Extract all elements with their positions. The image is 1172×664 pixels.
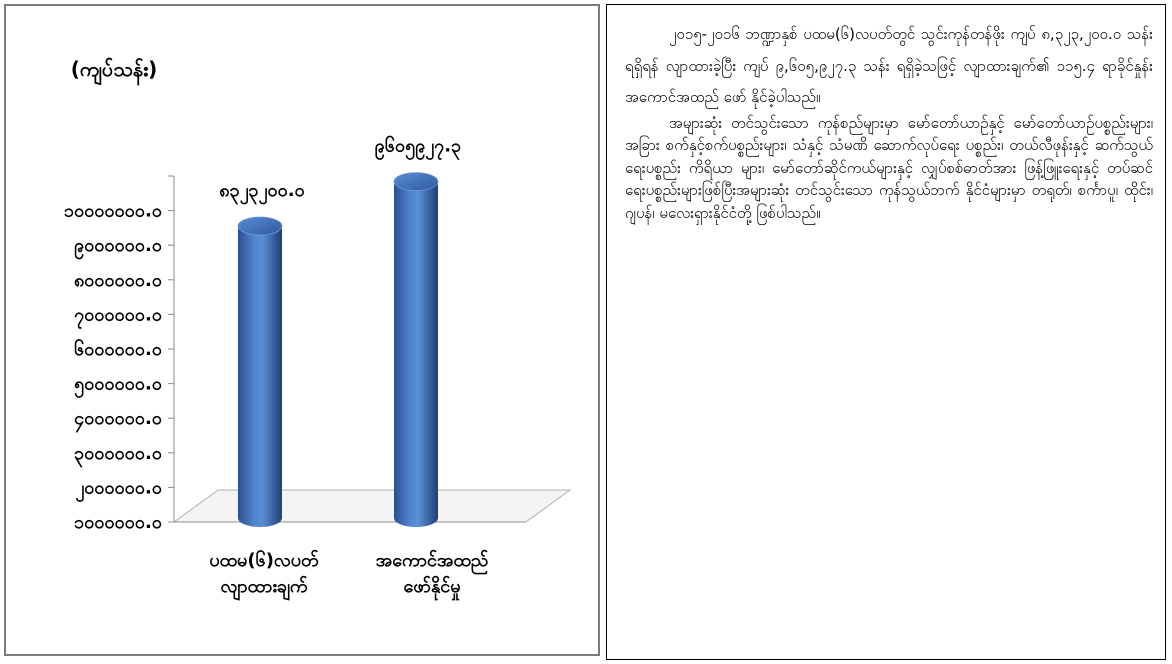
x-category-label: ဖော်နိုင်မှု	[403, 575, 460, 601]
y-tick-label: ၆၀၀၀၀၀၀.၀	[74, 338, 162, 360]
y-tick-label: ၅၀၀၀၀၀၀.၀	[74, 374, 162, 399]
bar-body	[238, 226, 282, 527]
chart-panel: ၁၀၀၀၀၀၀.၀ ၂၀၀၀၀၀၀.၀ ၃၀၀၀၀၀၀.၀ ၄၀၀၀၀၀၀.၀ ၅၀၀၀…	[4, 4, 600, 656]
y-tick-label: ၂၀၀၀၀၀၀.၀	[75, 477, 162, 502]
y-tick-label: ၁၀၀၀၀၀၀၀.၀	[64, 201, 162, 222]
bar	[237, 216, 283, 527]
y-tick-label: ၉၀၀၀၀၀၀.၀	[74, 235, 162, 260]
x-category-label: လျာထားချက်	[220, 575, 307, 601]
bar-top	[237, 216, 283, 236]
y-tick-label: ၇၀၀၀၀၀၀.၀	[74, 304, 162, 329]
chart-floor	[172, 489, 572, 523]
y-unit-label: (ကျပ်သန်း)	[71, 57, 158, 86]
y-tick-label: ၃၀၀၀၀၀၀.၀	[74, 443, 162, 468]
bar-chart: ၁၀၀၀၀၀၀.၀ ၂၀၀၀၀၀၀.၀ ၃၀၀၀၀၀၀.၀ ၄၀၀၀၀၀၀.၀ ၅၀၀၀…	[64, 57, 572, 601]
x-category-label: ပထမ(၆)လပတ်	[209, 549, 318, 571]
description-paragraph-2: အများဆုံး တင်သွင်းသော ကုန်စည်များမှာ မော…	[625, 113, 1153, 222]
y-tick-label: ၈၀၀၀၀၀၀.၀	[74, 270, 162, 291]
bar-data-label: ၈၃၂၃၂၀၀.၀	[219, 180, 304, 205]
description-panel: ၂၀၁၅-၂၀၁၆ ဘဏ္ဍာနှစ် ပထမ(၆)လပတ်တွင် သွင်း…	[606, 4, 1166, 660]
bar	[393, 172, 439, 527]
x-category-label: အကောင်အထည်	[376, 549, 489, 575]
bar-body	[394, 181, 438, 527]
y-tick-label: ၄၀၀၀၀၀၀.၀	[74, 408, 162, 433]
y-tick-label: ၁၀၀၀၀၀၀.၀	[74, 512, 162, 533]
bar-data-label: ၉၆၀၅၉၂၇.၃	[375, 135, 462, 161]
description-paragraph-1: ၂၀၁၅-၂၀၁၆ ဘဏ္ဍာနှစ် ပထမ(၆)လပတ်တွင် သွင်း…	[625, 25, 1153, 106]
bar-top	[393, 172, 439, 192]
